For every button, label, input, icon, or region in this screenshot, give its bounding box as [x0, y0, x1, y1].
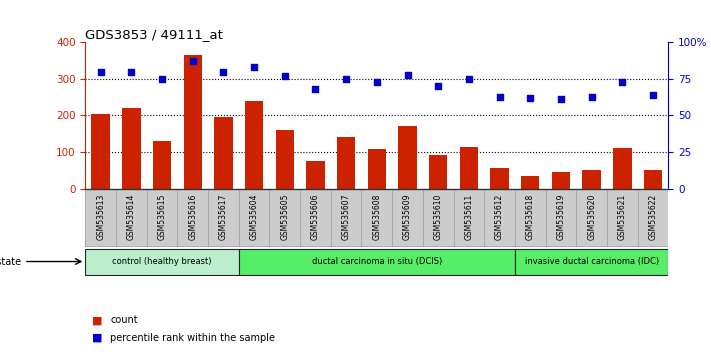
Bar: [521, 176, 540, 189]
Bar: [183, 55, 202, 189]
Bar: [239, 249, 515, 275]
Bar: [306, 161, 325, 189]
Text: GSM535608: GSM535608: [373, 193, 381, 240]
Text: GSM535607: GSM535607: [342, 193, 351, 240]
Text: GSM535614: GSM535614: [127, 193, 136, 240]
Text: GDS3853 / 49111_at: GDS3853 / 49111_at: [85, 28, 223, 41]
Bar: [337, 137, 356, 189]
Point: [310, 86, 321, 92]
Bar: [85, 249, 239, 275]
Text: percentile rank within the sample: percentile rank within the sample: [110, 333, 275, 343]
Text: count: count: [110, 315, 138, 325]
Point: [616, 79, 628, 85]
Text: GSM535617: GSM535617: [219, 193, 228, 240]
Point: [525, 95, 536, 101]
Point: [555, 97, 567, 102]
Text: GSM535620: GSM535620: [587, 193, 596, 240]
Text: GSM535610: GSM535610: [434, 193, 443, 240]
Bar: [276, 130, 294, 189]
Bar: [582, 170, 601, 189]
Text: GSM535621: GSM535621: [618, 193, 627, 240]
Text: GSM535605: GSM535605: [280, 193, 289, 240]
Text: GSM535609: GSM535609: [403, 193, 412, 240]
Bar: [153, 141, 171, 189]
Text: GSM535618: GSM535618: [525, 193, 535, 240]
Bar: [122, 108, 141, 189]
Point: [156, 76, 168, 82]
Text: ■: ■: [92, 333, 103, 343]
Point: [248, 64, 260, 70]
Bar: [214, 117, 232, 189]
Point: [647, 92, 658, 98]
Point: [187, 59, 198, 64]
Bar: [491, 169, 509, 189]
Bar: [552, 172, 570, 189]
Bar: [460, 147, 478, 189]
Point: [463, 76, 474, 82]
Text: disease state: disease state: [0, 257, 21, 267]
Bar: [245, 101, 263, 189]
Text: ■: ■: [92, 315, 103, 325]
Text: GSM535613: GSM535613: [96, 193, 105, 240]
Point: [341, 76, 352, 82]
Text: GSM535606: GSM535606: [311, 193, 320, 240]
Text: GSM535616: GSM535616: [188, 193, 197, 240]
Bar: [515, 249, 668, 275]
Point: [126, 69, 137, 75]
Text: GSM535619: GSM535619: [557, 193, 565, 240]
Text: GSM535622: GSM535622: [648, 193, 658, 240]
Text: GSM535612: GSM535612: [495, 193, 504, 240]
Bar: [613, 148, 631, 189]
Point: [95, 69, 107, 75]
Bar: [368, 149, 386, 189]
Text: control (healthy breast): control (healthy breast): [112, 257, 212, 266]
Point: [494, 94, 506, 99]
Point: [432, 84, 444, 89]
Text: invasive ductal carcinoma (IDC): invasive ductal carcinoma (IDC): [525, 257, 658, 266]
Text: GSM535615: GSM535615: [158, 193, 166, 240]
Point: [279, 73, 291, 79]
Point: [218, 69, 229, 75]
Point: [586, 94, 597, 99]
Bar: [643, 170, 662, 189]
Bar: [92, 114, 110, 189]
Bar: [429, 155, 447, 189]
Point: [402, 72, 413, 78]
Point: [371, 79, 383, 85]
Text: ductal carcinoma in situ (DCIS): ductal carcinoma in situ (DCIS): [311, 257, 442, 266]
Text: GSM535611: GSM535611: [464, 193, 474, 240]
Bar: [398, 126, 417, 189]
Text: GSM535604: GSM535604: [250, 193, 259, 240]
